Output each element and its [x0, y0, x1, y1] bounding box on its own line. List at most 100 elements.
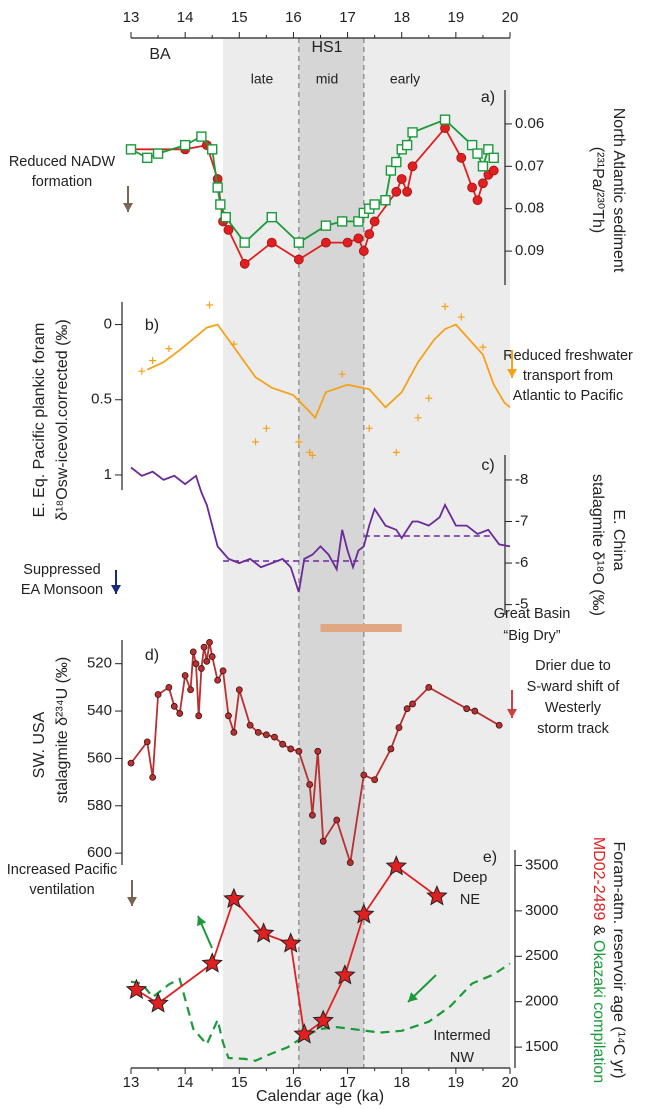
y-axis-title: E. China [610, 509, 627, 570]
marker [254, 728, 262, 736]
marker [466, 139, 478, 151]
marker [230, 728, 238, 736]
marker [395, 724, 403, 732]
series-line [146, 323, 511, 420]
period-label: BA [149, 46, 171, 63]
marker [262, 424, 270, 432]
range-bar [320, 624, 402, 632]
x-axis-title: Calendar age (ka) [256, 1088, 384, 1105]
y-axis-title: SW. USA [31, 711, 48, 778]
marker [425, 394, 433, 402]
marker [358, 246, 369, 256]
marker [214, 676, 222, 684]
y-tick-label: 3500 [525, 856, 558, 873]
marker [246, 721, 254, 729]
annotation: Drier due to [535, 658, 611, 674]
marker [471, 707, 479, 715]
marker [142, 152, 153, 164]
marker [479, 343, 487, 351]
y-tick-label: 0.07 [515, 157, 544, 174]
marker [266, 237, 277, 248]
marker [165, 345, 173, 353]
marker [125, 978, 148, 1000]
marker [295, 438, 303, 446]
x-tick-label: 15 [231, 1074, 248, 1091]
marker [441, 303, 449, 311]
shaded-period [298, 38, 364, 1068]
annotation: formation [32, 174, 92, 190]
y-axis-title: Foram-atm. reservoir age (¹⁴C yr) [610, 841, 627, 1078]
y-tick-label: 2000 [525, 993, 558, 1010]
marker [195, 712, 203, 720]
marker [197, 665, 205, 672]
x-tick-label: 16 [285, 1074, 302, 1091]
arrow-head [507, 369, 517, 378]
marker [371, 776, 379, 784]
marker [192, 660, 200, 668]
period-label: early [390, 71, 420, 87]
marker [314, 747, 322, 755]
marker [165, 683, 173, 691]
annotation: “Big Dry” [503, 628, 560, 644]
x-tick-label: 13 [123, 9, 140, 26]
marker [138, 367, 146, 375]
x-tick-label: 18 [393, 9, 410, 26]
y-tick-label: 560 [87, 749, 112, 766]
y-axis-title-part: & [590, 920, 607, 940]
marker [212, 182, 223, 193]
marker [439, 114, 451, 125]
y-tick-label: 1500 [525, 1038, 558, 1055]
marker [488, 165, 499, 176]
marker [385, 855, 408, 876]
arrow-head [507, 709, 517, 718]
marker [414, 414, 422, 422]
marker [206, 301, 214, 309]
marker [385, 165, 397, 176]
arrow-head [123, 203, 133, 212]
annotation: Suppressed [23, 562, 100, 578]
y-tick-label: 0.08 [515, 200, 544, 217]
marker [353, 216, 364, 227]
marker [271, 733, 278, 741]
marker [472, 195, 483, 206]
annotation: Reduced NADW [9, 154, 116, 170]
y-tick-label: 520 [87, 655, 112, 672]
marker [179, 139, 191, 151]
x-tick-label: 19 [448, 1074, 465, 1091]
marker [279, 932, 302, 953]
marker [338, 370, 346, 378]
marker [369, 199, 380, 210]
marker [208, 653, 216, 660]
marker [369, 216, 380, 227]
marker [440, 123, 450, 134]
period-label: HS1 [311, 39, 342, 56]
marker [426, 884, 448, 906]
marker [306, 781, 314, 788]
marker [396, 174, 407, 184]
marker [223, 224, 234, 235]
marker [403, 705, 411, 713]
marker [266, 211, 277, 223]
marker [149, 357, 157, 365]
x-tick-label: 17 [339, 1074, 356, 1091]
marker [279, 740, 287, 748]
marker [360, 771, 368, 779]
marker [321, 237, 331, 248]
marker [201, 952, 223, 973]
marker [219, 667, 227, 675]
x-tick-label: 18 [393, 1074, 410, 1091]
marker [262, 731, 270, 739]
marker [295, 747, 303, 755]
marker [196, 131, 207, 142]
annotation: Westerly [545, 700, 602, 716]
y-axis-title: MD02-2489 & Okazaki compilation [590, 837, 607, 1083]
marker [215, 199, 226, 210]
panel-label: c) [481, 457, 494, 474]
marker [181, 672, 189, 679]
marker [152, 148, 164, 159]
y-tick-label: 2500 [525, 947, 558, 964]
marker [252, 922, 275, 943]
marker [176, 710, 184, 717]
marker [225, 712, 232, 720]
